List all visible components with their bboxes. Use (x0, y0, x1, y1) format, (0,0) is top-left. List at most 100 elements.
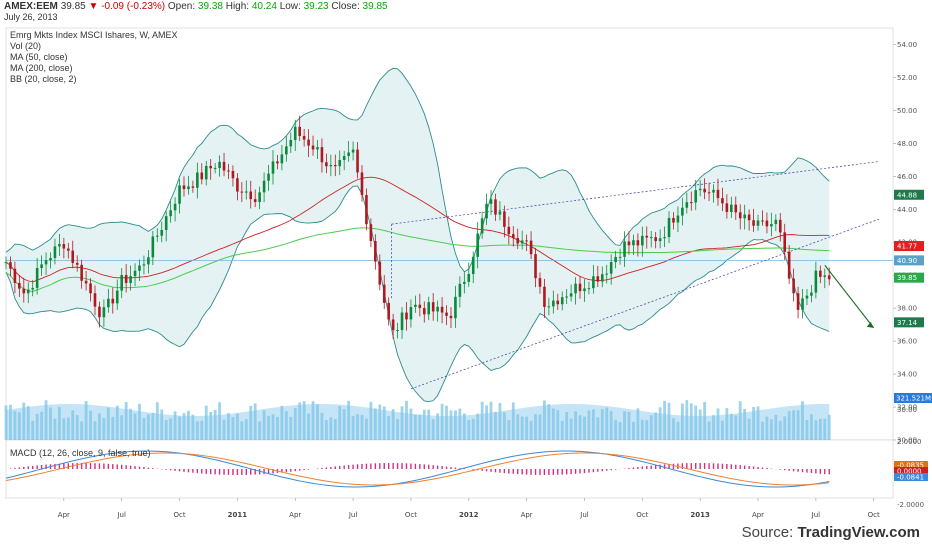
legend-volume[interactable]: Vol (20) (10, 41, 42, 51)
volume-bar (298, 402, 302, 440)
volume-bar (133, 413, 137, 440)
candle-body (249, 191, 253, 200)
legend-bollinger[interactable]: BB (20, close, 2) (10, 74, 77, 84)
candle-body (258, 192, 261, 203)
macd-legend[interactable]: MACD (12, 26, close, 9, false, true) (10, 448, 151, 458)
volume-bar (200, 420, 204, 440)
candle-body (454, 296, 457, 319)
volume-bar (244, 419, 248, 440)
volume-bar (405, 400, 408, 440)
candle-body (618, 256, 622, 258)
candle-body (285, 146, 288, 155)
candle-body (489, 199, 493, 204)
candle-body (783, 232, 787, 252)
candle-body (209, 165, 212, 169)
volume-bar (138, 403, 141, 440)
candle-body (747, 214, 751, 221)
candle-body (164, 216, 168, 230)
candle-body (565, 296, 568, 298)
projection-arrowhead-icon (866, 321, 874, 328)
volume-bar (284, 411, 288, 440)
legend-ma50[interactable]: MA (50, close) (10, 52, 68, 62)
candle-body (253, 199, 257, 203)
volume-bar (382, 406, 386, 440)
candle-body (796, 293, 800, 310)
candle-body (173, 203, 177, 211)
volume-bar (471, 418, 475, 440)
candle-body (227, 170, 230, 172)
x-tick-label: Oct (173, 511, 185, 519)
candle-body (84, 280, 88, 284)
candle-body (689, 202, 693, 204)
high-value: 40.24 (251, 1, 277, 12)
legend-series-title[interactable]: Emrg Mkts Index MSCI Ishares, W, AMEX (10, 30, 178, 40)
candle-body (725, 203, 729, 212)
candle-body (360, 172, 364, 196)
volume-bar (698, 409, 702, 440)
candle-body (730, 204, 733, 212)
bollinger-lower (5, 185, 830, 403)
candle-body (369, 224, 373, 242)
low-label: Low: (279, 1, 301, 12)
tradingview-logo[interactable]: TradingView.com (797, 524, 920, 541)
candle-body (200, 172, 204, 180)
volume-bar (431, 419, 435, 440)
candle-body (111, 298, 115, 304)
macd-value-tag (894, 473, 928, 481)
volume-bar (667, 402, 671, 440)
candle-body (476, 233, 479, 257)
candle-body (213, 167, 217, 169)
volume-bar (814, 420, 818, 440)
volume-bar (351, 415, 355, 440)
volume-bar (80, 421, 84, 440)
volume-bar (26, 406, 30, 440)
volume-bar (75, 415, 79, 440)
candle-body (627, 241, 631, 246)
candle-body (414, 304, 417, 307)
candle-body (151, 236, 155, 258)
candle-body (805, 295, 809, 299)
candle-body (734, 204, 738, 213)
candle-body (658, 238, 662, 242)
candle-body (574, 283, 577, 294)
volume-bar (115, 405, 119, 440)
candle-body (169, 210, 172, 217)
candle-body (543, 286, 546, 307)
x-tick-label: Jul (579, 511, 589, 519)
candle-body (560, 297, 564, 305)
volume-bar (111, 416, 115, 440)
volume-bar (640, 419, 644, 440)
volume-bar (551, 408, 555, 440)
volume-bar (120, 415, 124, 440)
volume-bar (738, 401, 742, 440)
candle-body (681, 207, 684, 216)
x-tick-label: Oct (636, 511, 648, 519)
candle-body (801, 298, 804, 310)
candle-body (520, 240, 524, 244)
volume-bar (356, 414, 359, 440)
volume-bar (360, 414, 364, 440)
volume-bar (827, 414, 831, 440)
volume-bar (160, 409, 164, 440)
volume-bar (413, 414, 417, 440)
candle-body (9, 262, 12, 269)
candle-body (632, 240, 635, 246)
candle-body (827, 275, 831, 280)
volume-bar (378, 404, 382, 440)
volume-bar (676, 421, 680, 440)
volume-bar (805, 420, 809, 440)
volume-bar (213, 409, 217, 440)
legend-ma200[interactable]: MA (200, close) (10, 63, 73, 73)
volume-bar (454, 410, 457, 440)
candle-body (787, 251, 791, 279)
x-tick-label: Apr (289, 511, 301, 519)
y-tick-label: 50.00 (897, 107, 917, 115)
x-tick-label: Oct (868, 511, 880, 519)
candle-body (596, 276, 600, 282)
volume-bar (614, 419, 618, 440)
volume-bar (476, 413, 480, 440)
volume-bar (538, 414, 542, 440)
candle-body (387, 302, 390, 320)
y-tick-label: 48.00 (897, 140, 917, 148)
